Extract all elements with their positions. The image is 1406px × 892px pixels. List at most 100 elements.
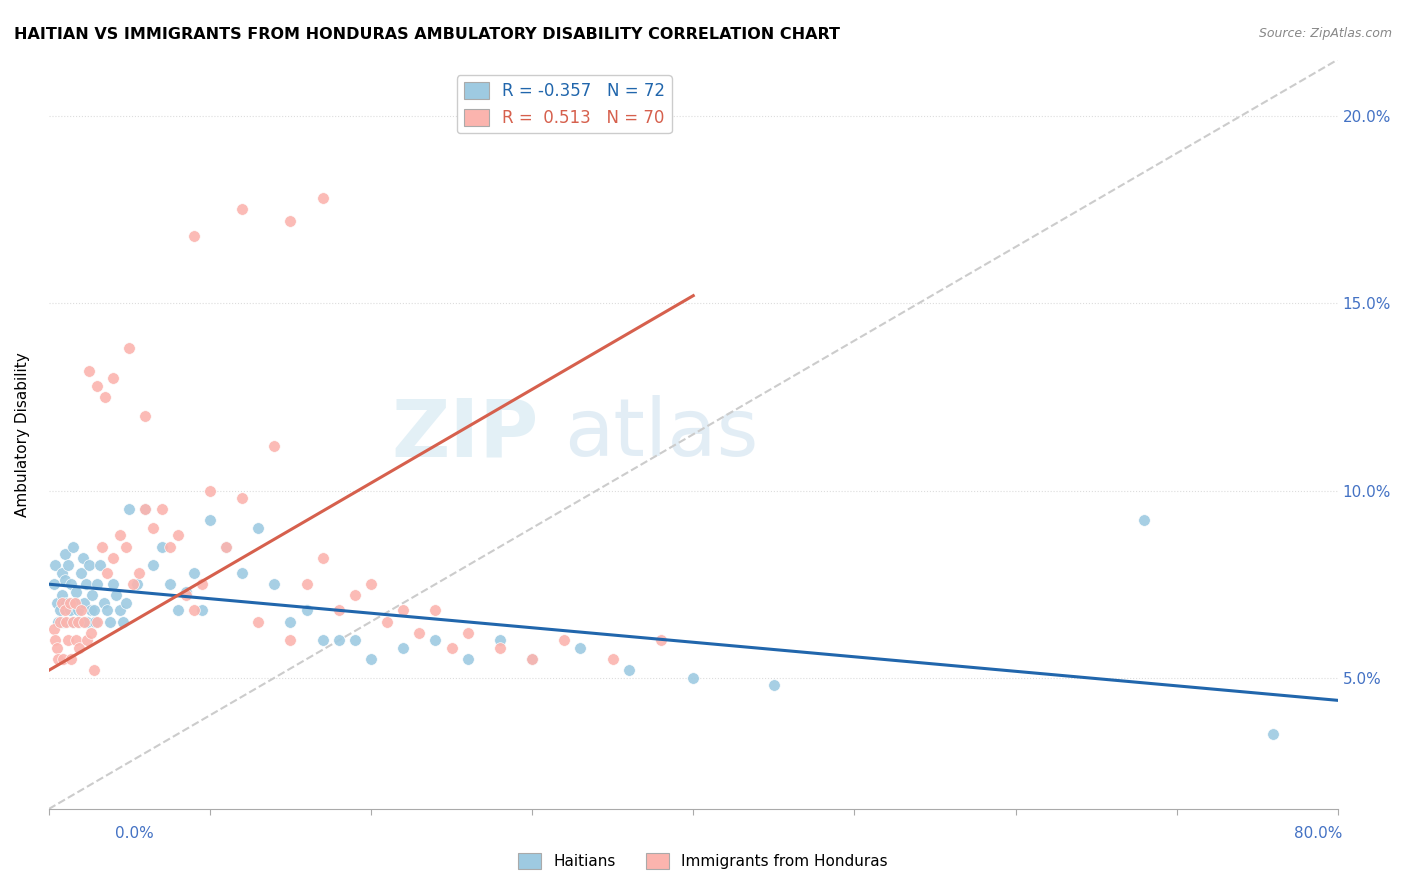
Point	[295, 603, 318, 617]
Point	[98, 615, 121, 629]
Point	[191, 577, 214, 591]
Point	[617, 664, 640, 678]
Point	[183, 566, 205, 580]
Point	[231, 202, 253, 217]
Point	[311, 191, 333, 205]
Point	[86, 378, 108, 392]
Point	[65, 633, 87, 648]
Point	[82, 589, 104, 603]
Point	[489, 640, 512, 655]
Point	[96, 603, 118, 617]
Point	[263, 438, 285, 452]
Point	[263, 577, 285, 591]
Point	[174, 584, 197, 599]
Point	[77, 558, 100, 573]
Text: 80.0%: 80.0%	[1295, 827, 1343, 841]
Point	[392, 640, 415, 655]
Point	[375, 615, 398, 629]
Point	[115, 540, 138, 554]
Point	[150, 540, 173, 554]
Point	[360, 652, 382, 666]
Point	[42, 577, 65, 591]
Point	[520, 652, 543, 666]
Point	[280, 633, 302, 648]
Point	[360, 577, 382, 591]
Point	[103, 577, 125, 591]
Point	[63, 596, 86, 610]
Point	[56, 633, 79, 648]
Point	[77, 363, 100, 377]
Point	[51, 566, 73, 580]
Point	[65, 584, 87, 599]
Point	[215, 540, 238, 554]
Point	[569, 640, 592, 655]
Point	[128, 566, 150, 580]
Point	[247, 615, 270, 629]
Point	[73, 596, 96, 610]
Point	[108, 603, 131, 617]
Point	[520, 652, 543, 666]
Point	[159, 540, 181, 554]
Point	[103, 551, 125, 566]
Point	[457, 652, 479, 666]
Point	[440, 640, 463, 655]
Point	[115, 596, 138, 610]
Point	[62, 540, 84, 554]
Point	[86, 615, 108, 629]
Point	[457, 626, 479, 640]
Point	[67, 615, 90, 629]
Point	[198, 514, 221, 528]
Point	[94, 390, 117, 404]
Point	[247, 521, 270, 535]
Point	[53, 603, 76, 617]
Point	[70, 603, 93, 617]
Point	[553, 633, 575, 648]
Point	[72, 551, 94, 566]
Point	[52, 615, 75, 629]
Point	[408, 626, 430, 640]
Point	[79, 626, 101, 640]
Point	[67, 640, 90, 655]
Point	[75, 577, 97, 591]
Legend: R = -0.357   N = 72, R =  0.513   N = 70: R = -0.357 N = 72, R = 0.513 N = 70	[457, 76, 672, 134]
Point	[59, 596, 82, 610]
Point	[191, 603, 214, 617]
Legend: Haitians, Immigrants from Honduras: Haitians, Immigrants from Honduras	[512, 847, 894, 875]
Point	[56, 558, 79, 573]
Point	[66, 615, 89, 629]
Point	[425, 603, 447, 617]
Point	[166, 603, 188, 617]
Point	[134, 502, 156, 516]
Point	[489, 633, 512, 648]
Point	[44, 633, 66, 648]
Point	[602, 652, 624, 666]
Text: atlas: atlas	[564, 395, 759, 474]
Point	[280, 213, 302, 227]
Point	[44, 558, 66, 573]
Point	[83, 664, 105, 678]
Point	[53, 547, 76, 561]
Point	[231, 491, 253, 505]
Point	[392, 603, 415, 617]
Y-axis label: Ambulatory Disability: Ambulatory Disability	[15, 352, 30, 516]
Point	[103, 371, 125, 385]
Point	[198, 483, 221, 498]
Point	[86, 577, 108, 591]
Point	[159, 577, 181, 591]
Point	[48, 615, 70, 629]
Point	[215, 540, 238, 554]
Point	[55, 615, 77, 629]
Point	[63, 596, 86, 610]
Point	[231, 566, 253, 580]
Point	[73, 615, 96, 629]
Point	[142, 558, 165, 573]
Point	[51, 589, 73, 603]
Text: 0.0%: 0.0%	[115, 827, 155, 841]
Text: Source: ZipAtlas.com: Source: ZipAtlas.com	[1258, 27, 1392, 40]
Point	[108, 528, 131, 542]
Point	[89, 558, 111, 573]
Point	[60, 652, 83, 666]
Point	[52, 652, 75, 666]
Point	[84, 615, 107, 629]
Point	[49, 615, 72, 629]
